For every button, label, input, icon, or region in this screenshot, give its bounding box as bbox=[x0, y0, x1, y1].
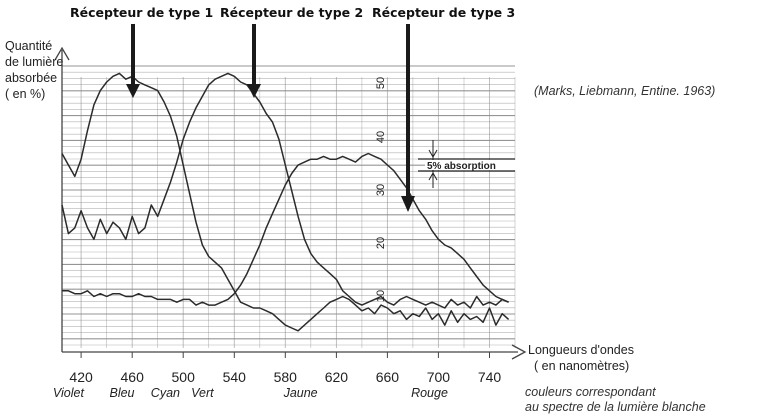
x-tick-label: 660 bbox=[376, 369, 400, 385]
x-tick-label: 740 bbox=[478, 369, 502, 385]
x-axis-label-line-2: ( en nanomètres) bbox=[534, 359, 629, 373]
absorption-arrow-up-icon bbox=[428, 171, 438, 181]
colors-note: couleurs correspondant au spectre de la … bbox=[525, 385, 706, 414]
y-axis-label-line-1: Quantité bbox=[5, 39, 52, 53]
colors-note-line-2: au spectre de la lumière blanche bbox=[525, 400, 706, 414]
scale-number: 20 bbox=[375, 237, 387, 249]
scale-numbers: 50 40 30 20 10 bbox=[375, 77, 387, 302]
scale-number: 30 bbox=[375, 184, 387, 196]
absorption-curve-type-2 bbox=[61, 72, 509, 309]
absorption-curve-type-3 bbox=[62, 152, 509, 306]
x-tick-label: 460 bbox=[121, 369, 145, 385]
y-axis-label: Quantité de lumière absorbée ( en %) bbox=[5, 39, 67, 101]
color-band-label: Cyan bbox=[151, 386, 180, 400]
color-band-label: Vert bbox=[191, 386, 214, 400]
absorption-scale: 5% absorption bbox=[418, 140, 516, 188]
scale-number: 10 bbox=[375, 290, 387, 302]
scale-number: 50 bbox=[375, 77, 387, 89]
color-band-label: Bleu bbox=[109, 386, 134, 400]
colors-note-line-1: couleurs correspondant bbox=[525, 385, 656, 399]
x-tick-label: 700 bbox=[427, 369, 451, 385]
receptor-labels: Récepteur de type 1 Récepteur de type 2 … bbox=[70, 5, 515, 212]
scale-number: 40 bbox=[375, 131, 387, 143]
x-axis-label: Longueurs d'ondes ( en nanomètres) bbox=[528, 343, 637, 373]
absorption-arrow-down-icon bbox=[428, 149, 438, 159]
x-axis-arrow-icon bbox=[511, 344, 527, 360]
y-axis-label-line-2: de lumière bbox=[5, 55, 63, 69]
absorption-label: 5% absorption bbox=[427, 161, 496, 172]
x-tick-label: 420 bbox=[69, 369, 93, 385]
receptor-type-3-label: Récepteur de type 3 bbox=[372, 5, 515, 20]
receptor-type-2-label: Récepteur de type 2 bbox=[220, 5, 363, 20]
absorption-curve-type-1 bbox=[61, 72, 510, 332]
x-tick-label: 620 bbox=[325, 369, 349, 385]
x-ticks: 420 460 500 540 580 620 660 700 740 bbox=[69, 352, 501, 385]
absorption-label-bg bbox=[425, 160, 516, 170]
plot-grid bbox=[62, 65, 516, 348]
receptor-type-2-arrow-icon bbox=[247, 84, 261, 98]
source-credit: (Marks, Liebmann, Entine. 1963) bbox=[534, 84, 715, 98]
receptor-type-3-arrow-icon bbox=[401, 196, 415, 212]
color-band-labels: Violet Bleu Cyan Vert Jaune Rouge bbox=[53, 386, 448, 400]
axes bbox=[54, 46, 527, 360]
x-tick-label: 540 bbox=[223, 369, 247, 385]
y-axis-label-line-4: ( en %) bbox=[5, 87, 45, 101]
absorption-curves bbox=[61, 72, 510, 332]
x-tick-label: 500 bbox=[172, 369, 196, 385]
color-band-label: Jaune bbox=[283, 386, 318, 400]
y-axis-arrow-icon bbox=[54, 46, 70, 61]
x-axis-label-line-1: Longueurs d'ondes bbox=[528, 343, 634, 357]
color-band-label: Rouge bbox=[411, 386, 448, 400]
receptor-type-1-label: Récepteur de type 1 bbox=[70, 5, 213, 20]
color-band-label: Violet bbox=[53, 386, 85, 400]
x-tick-label: 580 bbox=[274, 369, 298, 385]
receptor-type-1-arrow-icon bbox=[126, 84, 140, 98]
y-axis-label-line-3: absorbée bbox=[5, 71, 57, 85]
